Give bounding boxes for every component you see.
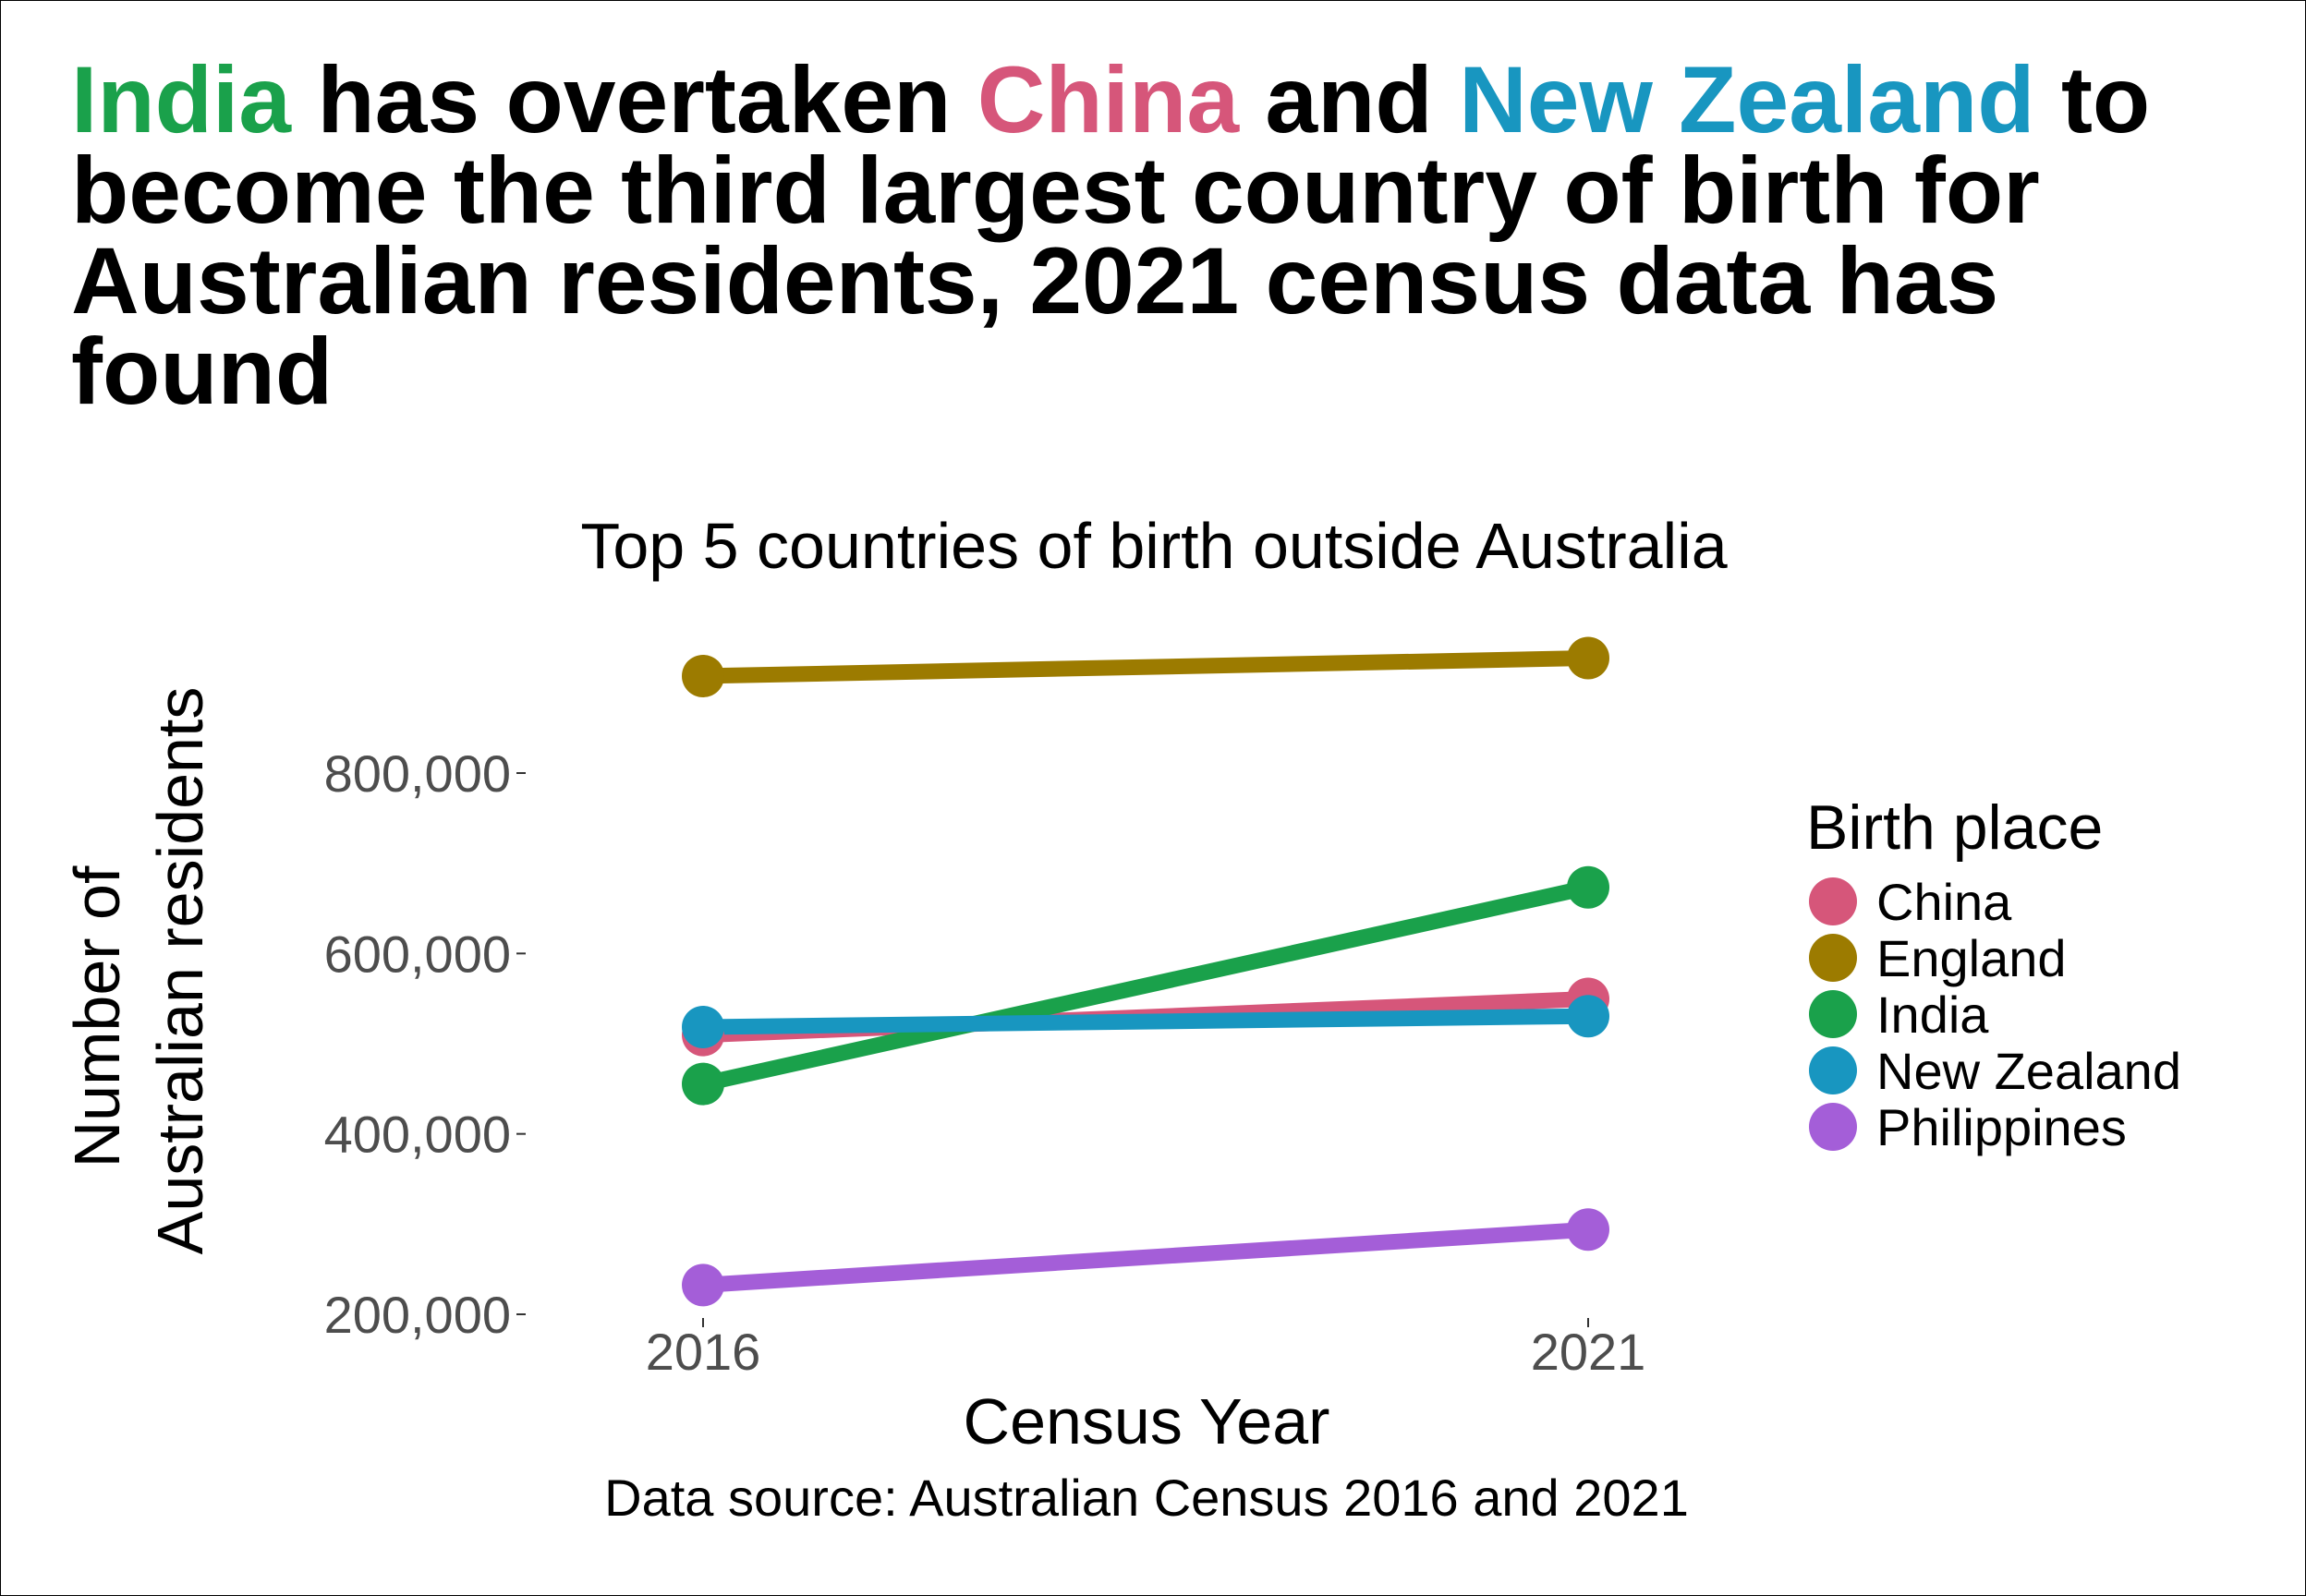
series-lines xyxy=(701,649,1590,1293)
headline-text-1: has overtaken xyxy=(291,47,977,152)
headline-text-3: to become the third largest country of b… xyxy=(71,47,2151,424)
y-tick-label: 600,000 xyxy=(324,925,511,983)
legend-key-india xyxy=(1809,990,1857,1038)
data-point-england-2016 xyxy=(682,654,724,697)
series-line-england xyxy=(702,649,1589,684)
headline: India has overtaken China and New Zealan… xyxy=(71,53,2251,418)
headline-new-zealand: New Zealand xyxy=(1459,47,2035,152)
headline-china: China xyxy=(977,47,1240,152)
series-line-new-zealand xyxy=(702,1008,1589,1035)
x-tick-label: 2016 xyxy=(646,1323,761,1381)
data-point-new-zealand-2016 xyxy=(682,1005,724,1048)
legend-label-china: China xyxy=(1876,873,2012,931)
x-tick-label: 2021 xyxy=(1531,1323,1646,1381)
y-axis-title-line-1: Number of xyxy=(61,865,133,1167)
data-point-philippines-2021 xyxy=(1567,1208,1609,1251)
legend-key-china xyxy=(1809,877,1857,925)
legend-label-india: India xyxy=(1876,985,1989,1044)
x-axis-title: Census Year xyxy=(964,1385,1330,1457)
y-axis: 200,000 400,000 600,000 800,000 xyxy=(324,744,526,1344)
x-axis: 2016 2021 xyxy=(646,1318,1646,1381)
data-source-caption: Data source: Australian Census 2016 and … xyxy=(604,1469,1689,1527)
headline-text-2: and xyxy=(1239,47,1460,152)
legend-key-new-zealand xyxy=(1809,1046,1857,1094)
data-point-india-2016 xyxy=(682,1062,724,1106)
series-points xyxy=(682,636,1609,1307)
data-point-new-zealand-2021 xyxy=(1567,995,1609,1038)
headline-india: India xyxy=(71,47,292,152)
legend-label-new-zealand: New Zealand xyxy=(1876,1042,2181,1100)
y-axis-title-line-2: Australian residents xyxy=(144,687,216,1255)
data-point-england-2021 xyxy=(1567,636,1609,680)
data-point-philippines-2016 xyxy=(682,1264,724,1307)
data-point-india-2021 xyxy=(1567,865,1609,909)
legend-title: Birth place xyxy=(1806,792,2103,863)
legend-label-philippines: Philippines xyxy=(1876,1098,2127,1156)
legend-key-england xyxy=(1809,934,1857,982)
series-line-philippines xyxy=(702,1221,1589,1293)
legend-key-philippines xyxy=(1809,1103,1857,1151)
chart-subtitle: Top 5 countries of birth outside Austral… xyxy=(580,510,1727,582)
y-tick-label: 400,000 xyxy=(324,1106,511,1164)
series-line-india xyxy=(701,879,1590,1092)
y-tick-label: 800,000 xyxy=(324,744,511,803)
legend-label-england: England xyxy=(1876,929,2067,987)
y-tick-label: 200,000 xyxy=(324,1286,511,1344)
